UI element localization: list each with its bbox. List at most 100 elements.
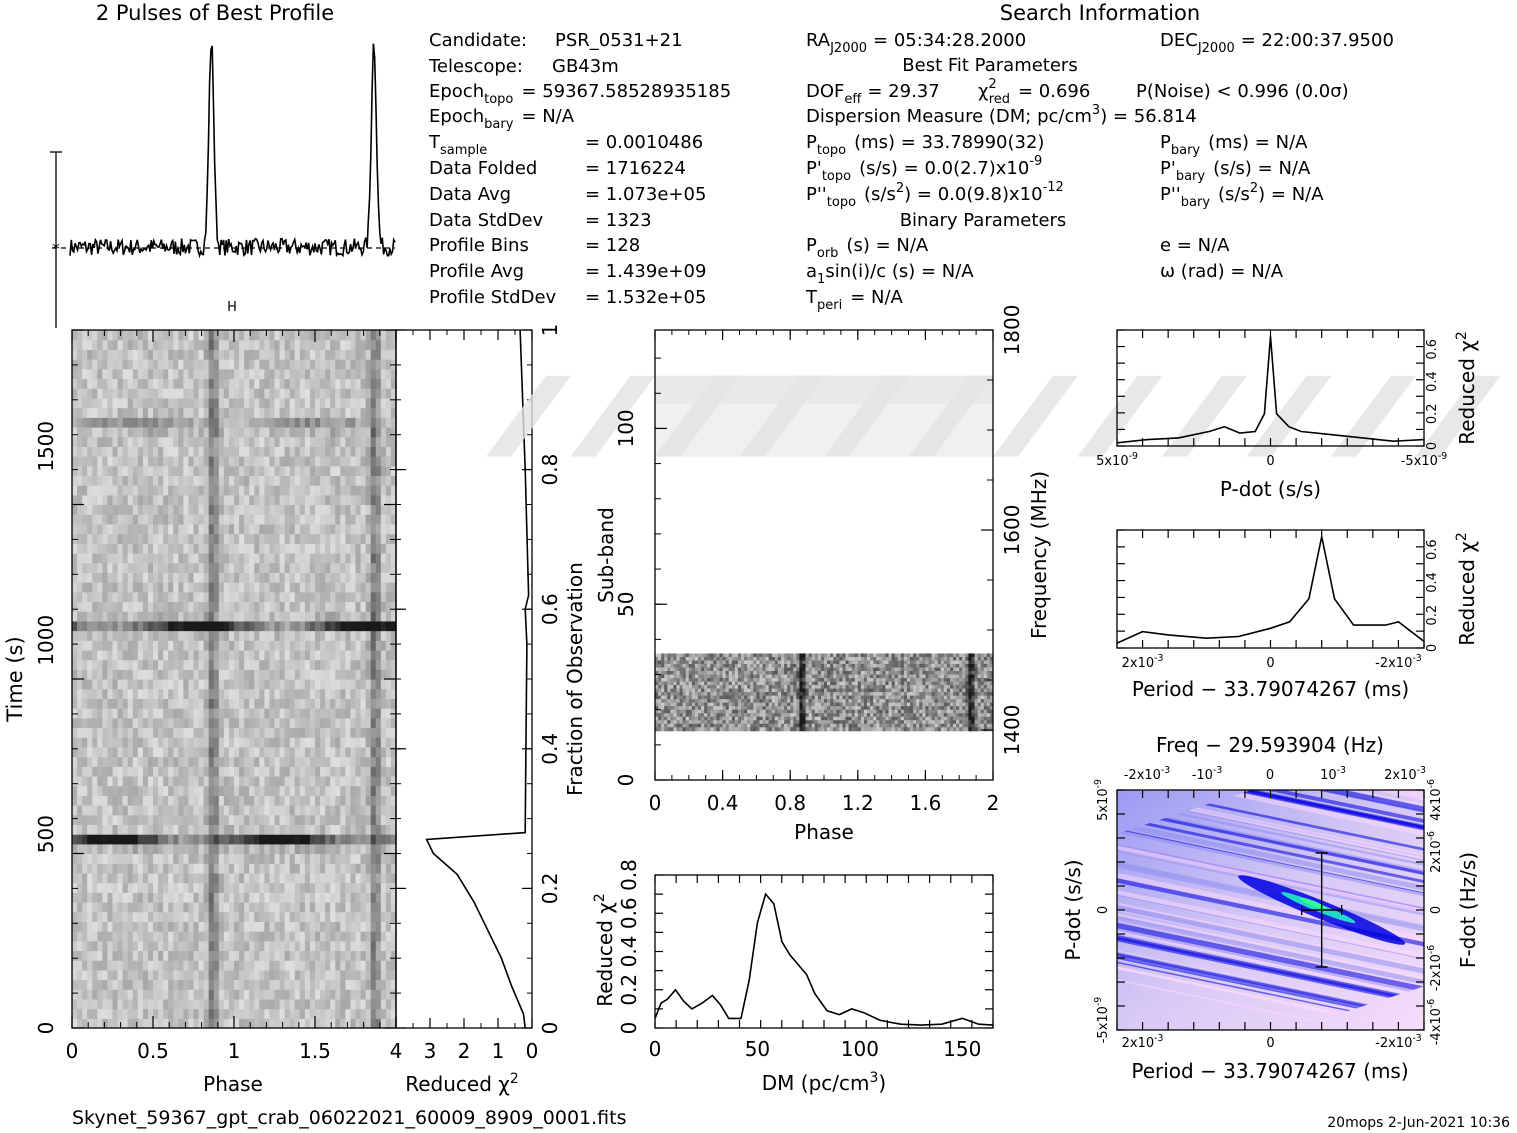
time-phase-cell xyxy=(244,620,250,632)
subband-cell xyxy=(734,653,739,658)
subband-cell xyxy=(750,660,754,665)
time-phase-cell xyxy=(193,543,200,554)
time-phase-cell xyxy=(213,863,220,874)
time-phase-cell xyxy=(168,766,174,777)
time-phase-cell xyxy=(87,446,93,457)
time-phase-cell xyxy=(72,746,78,758)
time-phase-cell xyxy=(223,969,230,981)
time-phase-cell xyxy=(274,892,281,903)
time-phase-cell xyxy=(309,591,316,603)
time-phase-cell xyxy=(168,504,174,515)
time-phase-cell xyxy=(213,475,220,486)
time-phase-cell xyxy=(390,582,397,593)
time-phase-cell xyxy=(355,746,362,758)
time-phase-cell xyxy=(390,601,397,612)
time-phase-cell xyxy=(213,979,220,990)
time-phase-cell xyxy=(350,359,357,370)
time-phase-cell xyxy=(234,359,240,370)
time-phase-cell xyxy=(193,940,200,952)
time-phase-cell xyxy=(259,407,265,418)
time-phase-cell xyxy=(158,921,164,932)
time-phase-cell xyxy=(385,601,392,612)
time-phase-cell xyxy=(122,717,129,729)
time-phase-cell xyxy=(127,756,134,767)
time-phase-cell xyxy=(320,611,326,622)
time-phase-cell xyxy=(163,591,169,603)
time-phase-cell xyxy=(279,611,286,622)
time-phase-cell xyxy=(168,708,174,719)
time-phase-cell xyxy=(355,456,362,467)
time-phase-cell xyxy=(102,795,109,806)
time-phase-cell xyxy=(147,630,154,641)
time-phase-cell xyxy=(299,339,306,350)
time-phase-cell xyxy=(183,679,190,690)
time-phase-cell xyxy=(355,339,362,350)
time-phase-cell xyxy=(274,863,281,874)
time-phase-cell xyxy=(142,407,149,418)
time-phase-cell xyxy=(77,514,83,525)
time-phase-cell xyxy=(158,727,164,738)
time-phase-cell xyxy=(228,931,235,942)
time-phase-cell xyxy=(304,659,311,670)
time-phase-cell xyxy=(142,688,149,699)
time-phase-cell xyxy=(92,514,98,525)
time-phase-cell xyxy=(299,514,306,525)
time-phase-cell xyxy=(188,330,195,341)
omega-value: ω (rad) = N/A xyxy=(1160,261,1284,282)
time-phase-cell xyxy=(279,853,286,864)
time-phase-cell xyxy=(239,863,245,874)
time-phase-cell xyxy=(168,582,174,593)
time-phase-cell xyxy=(168,349,174,360)
time-phase-cell xyxy=(239,892,245,903)
time-phase-cell xyxy=(198,562,205,573)
time-phase-cell xyxy=(239,397,245,409)
time-phase-cell xyxy=(299,582,306,593)
time-phase-cell xyxy=(183,805,190,816)
time-phase-cell xyxy=(72,1008,78,1019)
time-phase-cell xyxy=(213,911,220,922)
time-phase-cell xyxy=(299,843,306,855)
time-phase-cell xyxy=(163,688,169,699)
subband-cell xyxy=(725,656,730,661)
time-phase-cell xyxy=(299,552,306,564)
pddot-topo-value-sup: 2 xyxy=(896,181,904,196)
time-phase-cell xyxy=(97,552,103,564)
subband-cell xyxy=(688,653,693,658)
time-phase-cell xyxy=(173,562,179,573)
time-phase-cell xyxy=(264,698,271,709)
time-phase-cell xyxy=(122,795,129,806)
search-info: RAJ2000 = 05:34:28.2000 DECJ2000 = 22:00:3… xyxy=(805,30,1394,313)
time-phase-cell xyxy=(259,640,265,651)
time-phase-cell xyxy=(309,679,316,690)
time-phase-cell xyxy=(183,756,190,767)
time-phase-cell xyxy=(87,349,93,360)
time-phase-cell xyxy=(208,853,215,864)
time-phase-cell xyxy=(142,456,149,467)
time-phase-cell xyxy=(132,368,139,380)
time-phase-cell xyxy=(158,931,164,942)
time-phase-cell xyxy=(365,339,372,350)
time-phase-cell xyxy=(370,572,377,583)
time-phase-cell xyxy=(289,349,296,360)
time-phase-cell xyxy=(315,766,321,777)
time-phase-cell xyxy=(330,775,336,787)
time-phase-cell xyxy=(173,882,179,893)
time-phase-cell xyxy=(122,475,129,486)
time-phase-cell xyxy=(142,611,149,622)
time-phase-cell xyxy=(284,824,291,835)
time-phase-cell xyxy=(340,785,346,796)
time-phase-cell xyxy=(87,843,93,855)
time-phase-cell xyxy=(385,863,392,874)
time-phase-cell xyxy=(249,601,255,612)
time-phase-cell xyxy=(365,824,372,835)
time-phase-cell xyxy=(259,533,265,544)
time-phase-cell xyxy=(249,931,255,942)
time-phase-cell xyxy=(304,504,311,515)
time-phase-cell xyxy=(299,679,306,690)
time-phase-cell xyxy=(259,746,265,758)
time-phase-cell xyxy=(223,717,230,729)
time-phase-cell xyxy=(107,359,114,370)
time-phase-cell xyxy=(234,863,240,874)
time-phase-cell xyxy=(112,465,119,477)
time-phase-cell xyxy=(390,756,397,767)
